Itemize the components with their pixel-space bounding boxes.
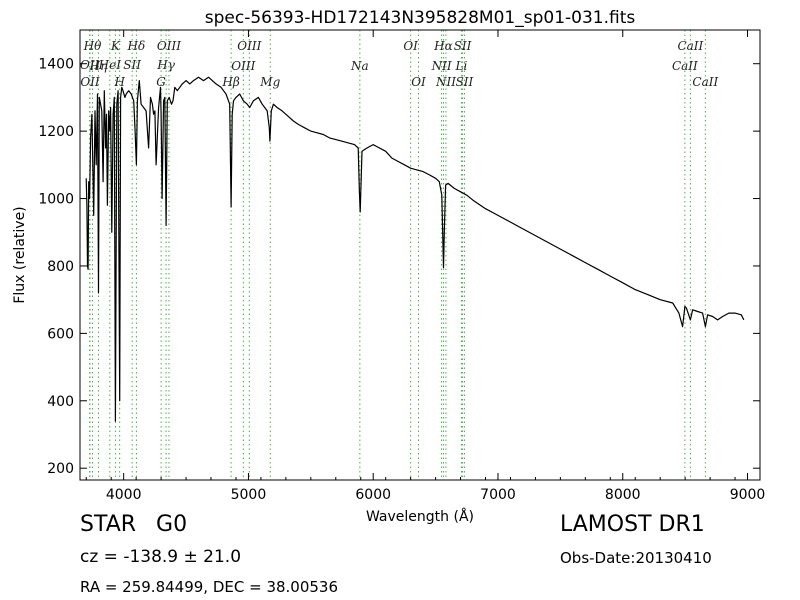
line-label: OII — [80, 75, 100, 89]
x-tick-label: 5000 — [231, 487, 267, 503]
line-label: NII — [431, 59, 452, 73]
x-tick-label: 4000 — [106, 487, 142, 503]
line-label: SII — [456, 75, 474, 89]
object-classification: STAR G0 — [80, 512, 187, 537]
y-tick-label: 400 — [47, 394, 74, 410]
x-tick-label: 6000 — [355, 487, 391, 503]
line-label: OIII — [157, 39, 181, 53]
x-axis-ticks: 4000 5000 6000 7000 8000 9000 — [85, 30, 766, 503]
line-label: Hα — [433, 39, 453, 53]
line-label: OIII — [237, 39, 261, 53]
line-label: H — [113, 75, 125, 89]
y-tick-label: 1400 — [38, 57, 74, 73]
line-label: CaII — [677, 39, 703, 53]
line-label: Hη — [89, 59, 108, 73]
x-tick-label: 9000 — [730, 487, 766, 503]
line-label: Li — [455, 59, 468, 73]
line-label: Na — [350, 59, 369, 73]
spectrum-line — [85, 76, 745, 422]
line-label: OIII — [231, 59, 255, 73]
survey-name: LAMOST DR1 — [560, 512, 705, 537]
line-label: OII — [80, 58, 100, 72]
object-class: STAR — [80, 512, 137, 537]
chart-title: spec-56393-HD172143N395828M01_sp01-031.f… — [205, 8, 636, 28]
line-label: Hθ — [83, 39, 102, 53]
line-label: G — [156, 75, 166, 89]
object-subclass: G0 — [156, 512, 188, 537]
y-axis-label: Flux (relative) — [12, 206, 28, 303]
line-label: OI — [411, 75, 426, 89]
line-label: HeI — [98, 58, 122, 72]
y-axis-ticks: 200 400 600 800 1000 1200 1400 — [38, 57, 760, 477]
y-tick-label: 200 — [47, 461, 74, 477]
coordinates-readout: RA = 259.84499, DEC = 38.00536 — [80, 578, 339, 596]
plot-frame — [79, 29, 761, 481]
y-tick-label: 800 — [47, 259, 74, 275]
line-label: Hγ — [156, 58, 175, 72]
line-label: K — [110, 39, 121, 53]
line-label: Hδ — [127, 39, 146, 53]
line-label: NII — [435, 75, 456, 89]
x-tick-label: 8000 — [605, 487, 641, 503]
line-label: Hβ — [221, 75, 239, 89]
line-label: OI — [403, 39, 418, 53]
y-tick-label: 600 — [47, 326, 74, 342]
x-tick-label: 7000 — [480, 487, 516, 503]
line-label: CaII — [692, 75, 718, 89]
line-label: SII — [123, 58, 141, 72]
observation-date: Obs-Date:20130410 — [560, 549, 712, 567]
redshift-readout: cz = -138.9 ± 21.0 — [80, 547, 242, 567]
x-axis-label: Wavelength (Å) — [366, 508, 474, 525]
emission-line-markers — [89, 30, 706, 480]
y-tick-label: 1000 — [38, 192, 74, 208]
line-label: SII — [454, 39, 472, 53]
y-tick-label: 1200 — [38, 124, 74, 140]
line-label: CaII — [672, 59, 698, 73]
line-label: Mg — [259, 75, 280, 89]
